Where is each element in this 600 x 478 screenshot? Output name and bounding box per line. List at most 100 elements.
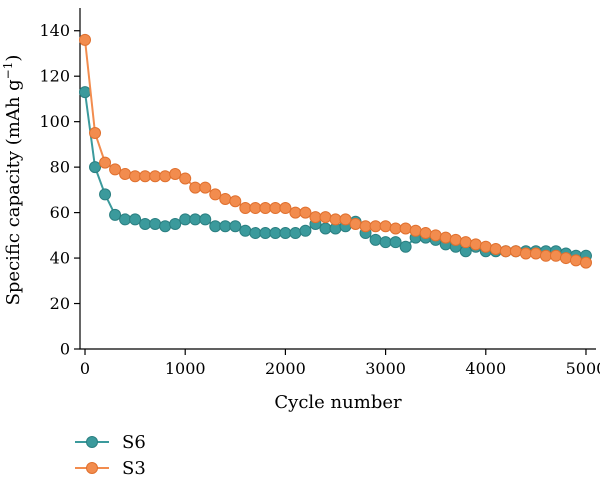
data-point-s6 — [119, 213, 132, 226]
data-point-s3 — [229, 195, 242, 208]
data-point-s3 — [249, 202, 262, 215]
data-point-s3 — [479, 240, 492, 253]
data-point-s6 — [169, 217, 182, 230]
data-point-s3 — [499, 245, 512, 258]
data-point-s3 — [459, 236, 472, 249]
data-point-s6 — [269, 227, 282, 240]
x-axis-label: Cycle number — [274, 392, 402, 413]
y-tick-label: 0 — [60, 340, 70, 359]
data-point-s6 — [219, 220, 232, 233]
data-point-s6 — [179, 213, 192, 226]
y-axis-label-close: ) — [3, 55, 24, 62]
data-point-s6 — [129, 213, 142, 226]
data-point-s6 — [139, 217, 152, 230]
x-tick-label: 0 — [80, 359, 90, 378]
data-point-s3 — [409, 224, 422, 237]
data-point-s6 — [299, 224, 312, 237]
legend-label-s3: S3 — [122, 458, 146, 478]
data-point-s3 — [289, 206, 302, 219]
x-tick-label: 2000 — [265, 359, 306, 378]
data-point-s6 — [369, 233, 382, 246]
data-point-s3 — [119, 167, 132, 180]
data-point-s6 — [379, 236, 392, 249]
data-point-s3 — [339, 213, 352, 226]
data-point-s3 — [579, 256, 592, 269]
data-point-s3 — [329, 213, 342, 226]
data-point-s3 — [259, 202, 272, 215]
data-point-s3 — [349, 217, 362, 230]
data-point-s3 — [179, 172, 192, 185]
x-tick-label: 1000 — [165, 359, 206, 378]
data-point-s3 — [319, 211, 332, 224]
data-point-s6 — [249, 227, 262, 240]
data-point-s3 — [369, 220, 382, 233]
data-point-s6 — [189, 213, 202, 226]
data-point-s6 — [109, 208, 122, 221]
data-point-s3 — [449, 233, 462, 246]
data-point-s3 — [149, 170, 162, 183]
y-tick-label: 60 — [50, 203, 70, 222]
y-axis: 0 20 40 60 80 100 120 140 — [39, 21, 80, 359]
data-point-s3 — [109, 163, 122, 176]
data-point-s3 — [219, 192, 232, 205]
y-tick-label: 100 — [39, 112, 70, 131]
data-point-s3 — [89, 127, 102, 140]
y-tick-label: 120 — [39, 67, 70, 86]
data-point-s3 — [279, 202, 292, 215]
series-layer — [79, 33, 592, 269]
data-point-s6 — [229, 220, 242, 233]
data-point-s3 — [139, 170, 152, 183]
data-point-s6 — [79, 86, 92, 99]
data-point-s3 — [379, 220, 392, 233]
data-point-s3 — [159, 170, 172, 183]
y-tick-label: 20 — [50, 294, 70, 313]
legend-item-s3: S3 — [75, 458, 146, 478]
y-tick-label: 80 — [50, 158, 70, 177]
x-tick-label: 4000 — [465, 359, 506, 378]
data-point-s3 — [559, 252, 572, 265]
data-point-s3 — [569, 254, 582, 267]
data-point-s3 — [269, 202, 282, 215]
data-point-s3 — [129, 170, 142, 183]
data-point-s3 — [539, 249, 552, 262]
y-axis-label: Specific capacity (mAh g−1) — [1, 55, 24, 306]
data-point-s3 — [489, 242, 502, 255]
data-point-s3 — [469, 238, 482, 251]
data-point-s6 — [389, 236, 402, 249]
data-point-s6 — [259, 227, 272, 240]
data-point-s6 — [209, 220, 222, 233]
data-point-s3 — [189, 181, 202, 194]
data-point-s6 — [149, 217, 162, 230]
data-point-s3 — [199, 181, 212, 194]
y-tick-label: 140 — [39, 21, 70, 40]
x-tick-label: 5000 — [566, 359, 600, 378]
data-point-s3 — [209, 188, 222, 201]
x-tick-label: 3000 — [365, 359, 406, 378]
data-point-s6 — [239, 224, 252, 237]
data-point-s3 — [549, 249, 562, 262]
data-point-s3 — [239, 202, 252, 215]
y-axis-label-main: Specific capacity (mAh g — [3, 79, 24, 305]
data-point-s6 — [399, 240, 412, 253]
data-point-s3 — [309, 211, 322, 224]
data-point-s3 — [429, 229, 442, 242]
data-point-s3 — [169, 167, 182, 180]
data-point-s3 — [519, 247, 532, 260]
legend-item-s6: S6 — [75, 432, 146, 453]
data-point-s6 — [199, 213, 212, 226]
y-axis-label-sup: −1 — [1, 62, 15, 80]
legend-marker-s3 — [86, 462, 98, 474]
y-tick-label: 40 — [50, 249, 70, 268]
data-point-s3 — [419, 227, 432, 240]
data-point-s3 — [79, 33, 92, 46]
legend-label-s6: S6 — [122, 432, 146, 453]
data-point-s3 — [99, 156, 112, 169]
data-point-s3 — [439, 231, 452, 244]
legend: S6 S3 — [75, 432, 146, 478]
data-point-s3 — [529, 247, 542, 260]
data-point-s6 — [279, 227, 292, 240]
legend-marker-s6 — [86, 436, 98, 448]
data-point-s3 — [359, 220, 372, 233]
data-point-s6 — [159, 220, 172, 233]
